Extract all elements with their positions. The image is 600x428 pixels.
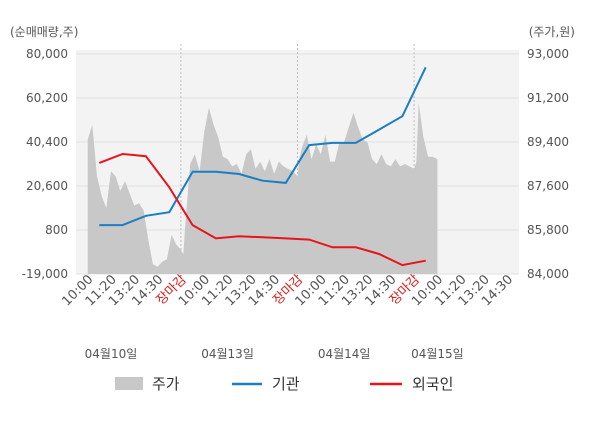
series-area-price xyxy=(87,102,438,275)
right-y-tick-label: 89,400 xyxy=(527,135,569,149)
legend-label-price: 주가 xyxy=(152,375,180,393)
x-axis: 10:0011:2013:2014:30장마감10:0011:2013:2014… xyxy=(59,272,516,309)
left-y-tick-label: -19,000 xyxy=(22,267,68,281)
series-line-foreign xyxy=(98,152,426,267)
day-label: 04월14일 xyxy=(318,347,371,361)
right-y-tick-label: 85,800 xyxy=(527,223,569,237)
left-axis-unit: (순매매량,주) xyxy=(10,25,78,39)
right-y-axis: 93,000 91,200 89,400 87,600 85,800 84,000 xyxy=(527,47,569,281)
right-y-tick-label: 93,000 xyxy=(527,47,569,61)
day-label: 04월10일 xyxy=(85,347,138,361)
day-label: 04월13일 xyxy=(201,347,254,361)
left-y-axis: 80,000 60,200 40,400 20,600 800 -19,000 xyxy=(22,47,68,281)
day-labels: 04월10일 04월13일 04월14일 04월15일 xyxy=(85,347,464,361)
day-label: 04월15일 xyxy=(411,347,464,361)
right-y-tick-label: 87,600 xyxy=(527,179,569,193)
legend: 주가 기관 외국인 xyxy=(115,375,453,393)
legend-swatch-price xyxy=(115,377,143,390)
right-y-tick-label: 84,000 xyxy=(527,267,569,281)
series-line-institution xyxy=(99,66,427,227)
right-axis-unit: (주가,원) xyxy=(529,25,575,39)
left-y-tick-label: 800 xyxy=(45,223,68,237)
legend-label-institution: 기관 xyxy=(272,375,300,393)
right-y-tick-label: 91,200 xyxy=(527,91,569,105)
left-y-tick-label: 20,600 xyxy=(26,179,68,193)
left-y-tick-label: 80,000 xyxy=(26,47,68,61)
legend-label-foreign: 외국인 xyxy=(412,375,453,393)
left-y-tick-label: 40,400 xyxy=(26,135,68,149)
left-y-tick-label: 60,200 xyxy=(26,91,68,105)
